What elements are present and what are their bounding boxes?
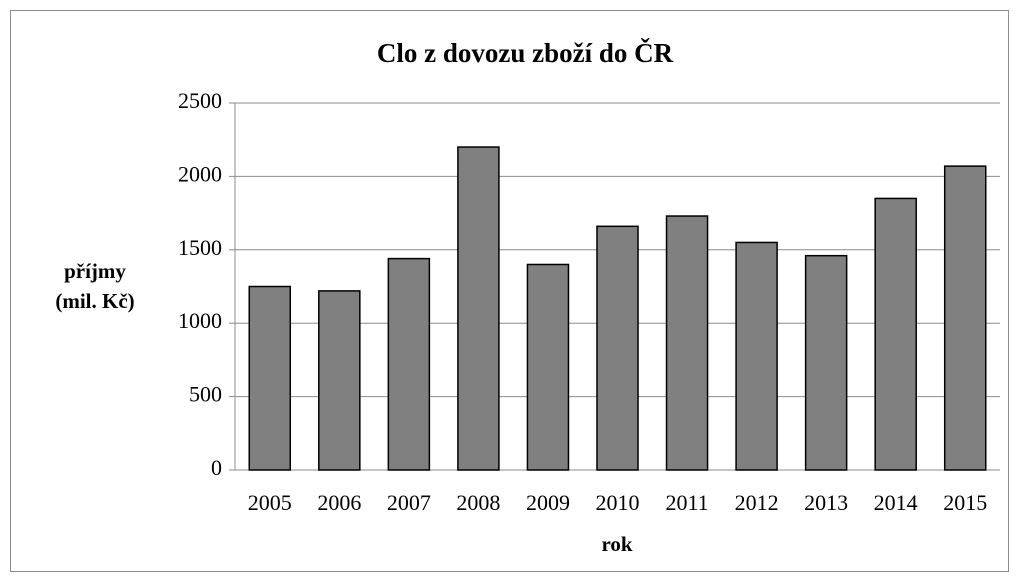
bar bbox=[248, 285, 292, 471]
y-tick-label: 2500 bbox=[178, 88, 222, 113]
x-tick-label: 2011 bbox=[665, 490, 708, 515]
y-tick-label: 0 bbox=[211, 455, 222, 480]
y-tick-label: 2000 bbox=[178, 161, 222, 186]
bar bbox=[804, 254, 848, 471]
x-tick-label: 2009 bbox=[526, 490, 570, 515]
bar bbox=[943, 165, 987, 471]
y-axis-label: (mil. Kč) bbox=[55, 289, 134, 313]
x-tick-label: 2010 bbox=[596, 490, 640, 515]
x-tick-label: 2005 bbox=[248, 490, 292, 515]
x-tick-label: 2015 bbox=[943, 490, 987, 515]
bar bbox=[457, 146, 500, 471]
bar bbox=[665, 215, 709, 471]
x-tick-label: 2012 bbox=[735, 490, 779, 515]
x-tick-label: 2008 bbox=[456, 490, 500, 515]
y-tick-label: 1500 bbox=[178, 235, 222, 260]
y-axis-label: příjmy bbox=[64, 259, 126, 283]
bar bbox=[387, 257, 431, 471]
y-tick-label: 1000 bbox=[178, 308, 222, 333]
y-tick-label: 500 bbox=[189, 382, 222, 407]
bar bbox=[735, 241, 778, 471]
bar bbox=[526, 263, 570, 471]
bar bbox=[874, 197, 917, 471]
x-tick-label: 2014 bbox=[874, 490, 918, 515]
bar bbox=[318, 290, 361, 471]
chart-border bbox=[10, 10, 1009, 572]
x-tick-label: 2013 bbox=[804, 490, 848, 515]
bar bbox=[596, 225, 639, 471]
x-tick-label: 2007 bbox=[387, 490, 431, 515]
x-tick-label: 2006 bbox=[317, 490, 361, 515]
chart-title: Clo z dovozu zboží do ČR bbox=[377, 38, 674, 68]
x-axis-label: rok bbox=[601, 532, 632, 556]
